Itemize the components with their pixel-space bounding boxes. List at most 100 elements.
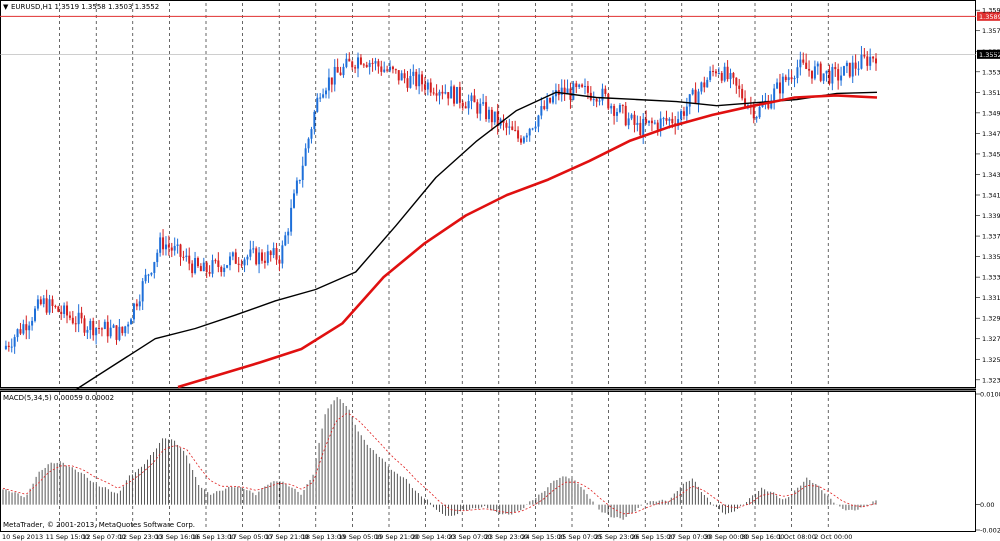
candle-body [755,117,758,119]
candle-body [714,71,717,74]
candle-body [191,263,194,274]
candle-body [330,77,333,85]
candle-body [412,71,415,76]
dropdown-arrow-icon[interactable]: ▼ [3,3,9,11]
time-tick-label: 27 Sep 07:00 [668,533,711,541]
candle-body [738,85,741,89]
candle-body [304,148,307,166]
candle-body [455,87,458,104]
candle-body [508,126,511,128]
candle-body [351,61,354,68]
candle-body [127,324,130,327]
candle-body [159,237,162,253]
candle-body [639,122,642,136]
candle-body [147,274,150,276]
candle-body [109,327,112,337]
candle-body [467,101,470,109]
candle-body [7,345,10,347]
candle-body [118,326,121,340]
candle-body [636,122,639,125]
candle-body [374,61,377,64]
candle-body [199,266,202,272]
candle-body [816,63,819,67]
candle-body [840,75,843,81]
candle-body [700,82,703,92]
candle-body [525,135,528,138]
price-pane-frame [0,0,976,388]
time-tick-label: 13 Sep 16:00 [155,533,198,541]
candle-body [208,272,211,274]
candle-body [546,97,549,109]
candle-body [86,329,89,333]
candle-body [325,90,328,95]
candle-body [19,329,22,334]
candle-body [642,118,645,136]
candle-body [665,118,668,121]
candle-body [799,59,802,68]
candle-body [505,122,508,128]
candle-body [487,109,490,120]
horizontal-level-line[interactable]: 1.3589 1.3552 [0,11,1000,59]
candle-body [394,69,397,71]
candle-body [400,73,403,81]
candle-body [423,84,426,90]
candle-body [688,94,691,107]
candle-body [74,323,77,325]
candle-body [857,68,860,70]
candle-body [578,84,581,88]
candle-body [592,99,595,101]
candle-body [71,317,74,324]
candle-body [659,118,662,130]
candle-body [473,95,476,103]
candle-body [586,85,589,93]
candle-body [243,259,246,266]
price-axis: 1.3595 1.3575 1.3555 1.3535 1.3515 1.3495 1.34… [976,7,1000,384]
level-label: 1.3589 [979,13,1000,21]
candle-body [249,249,252,257]
candle-body [293,193,295,208]
price-tick-label: 1.3335 [982,274,1000,282]
candle-body [875,58,877,64]
candle-body [132,303,135,320]
candle-body [95,327,98,336]
candle-body [371,62,374,64]
candle-body [269,251,272,256]
candle-body [773,88,776,101]
candle-body [83,318,86,333]
candle-body [485,102,488,120]
candle-body [240,264,243,266]
candle-body [563,87,566,95]
candle-body [153,262,156,273]
candle-body [429,82,432,93]
candle-body [482,102,485,104]
macd-axis: 0.01083 0.00 -0.00248 [976,391,1000,535]
candle-body [549,97,552,103]
candle-body [697,91,700,104]
candle-body [770,100,773,109]
candle-body [776,82,779,89]
candle-body [179,244,182,257]
candle-body [531,128,534,130]
macd-pane-frame [0,391,976,532]
candle-body [342,66,345,76]
candle-body [421,74,424,85]
candle-body [13,337,16,347]
candle-body [284,235,287,246]
time-tick-label: 17 Sep 05:00 [229,533,272,541]
candle-body [162,237,165,250]
candle-body [263,260,266,263]
candle-body [124,326,127,334]
candle-body [25,324,28,331]
price-tick-label: 1.3495 [982,109,1000,117]
candle-body [496,111,499,126]
time-tick-label: 26 Sep 15:00 [631,533,674,541]
candle-body [677,119,680,127]
candle-body [744,98,747,107]
time-tick-label: 11 Sep 15:00 [46,533,89,541]
macd-histogram [2,397,877,520]
time-tick-label: 23 Sep 07:00 [448,533,491,541]
symbol-info: EURUSD,H1 1.3519 1.3558 1.3503 1.3552 [11,3,159,11]
candle-body [493,111,496,123]
candle-body [319,97,322,99]
time-tick-label: 16 Sep 13:00 [192,533,235,541]
